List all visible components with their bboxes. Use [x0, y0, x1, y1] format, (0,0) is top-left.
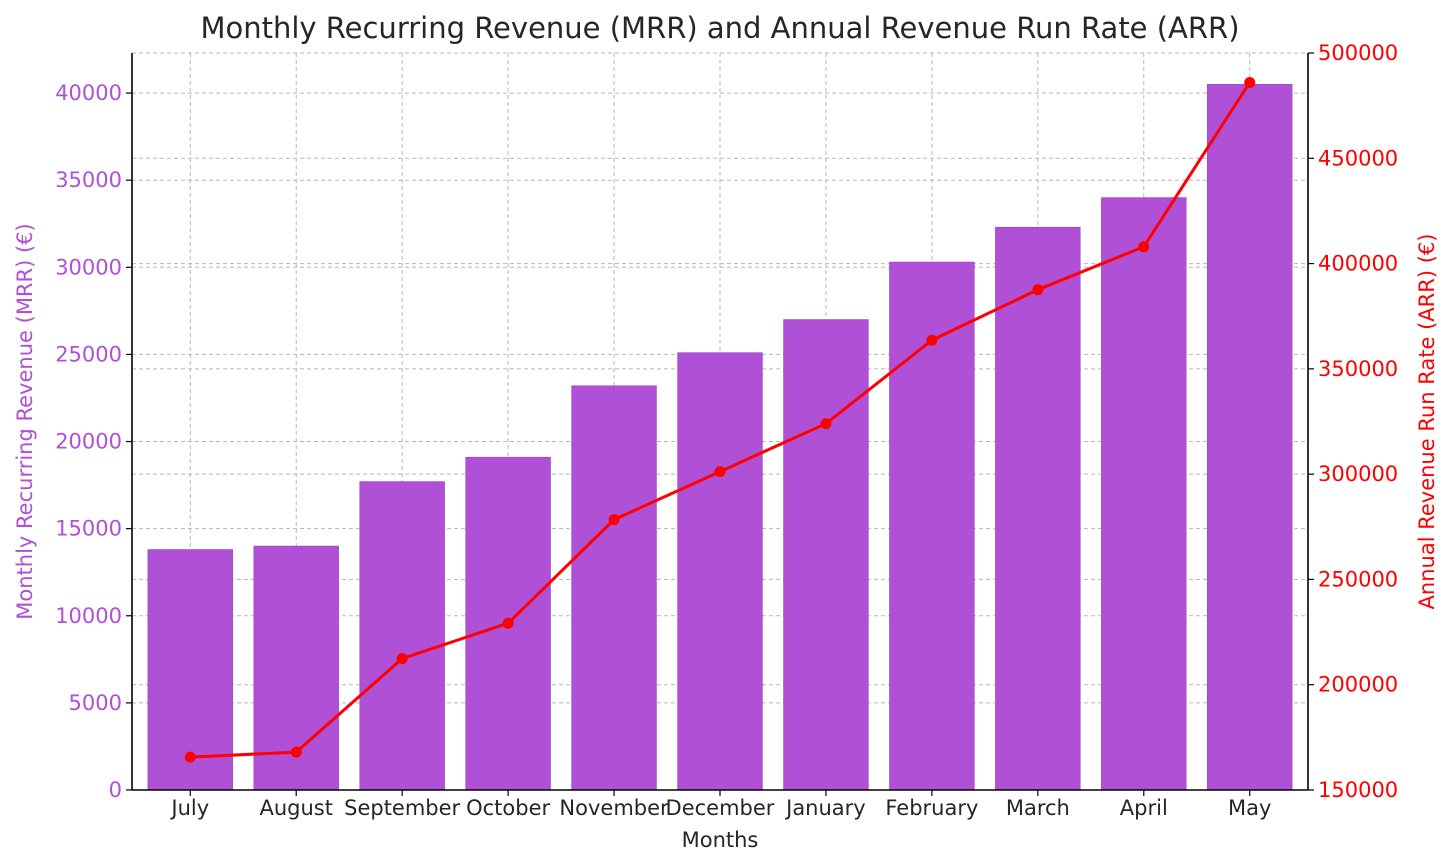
arr-point [184, 751, 196, 763]
mrr-bar [359, 481, 445, 791]
x-tick-label: December [666, 796, 775, 820]
chart-title: Monthly Recurring Revenue (MRR) and Annu… [200, 11, 1239, 45]
y-right-tick-label: 250000 [1318, 567, 1398, 591]
y-left-tick-label: 15000 [55, 517, 122, 541]
x-tick-label: November [559, 796, 669, 820]
y-right-tick-label: 200000 [1318, 673, 1398, 697]
y-left-axis-label: Monthly Recurring Revenue (MRR) (€) [13, 223, 37, 619]
arr-point [1032, 284, 1044, 296]
x-tick-label: July [169, 796, 209, 820]
bars-layer [147, 84, 1293, 791]
y-left-tick-label: 0 [109, 778, 122, 802]
x-tick-label: October [466, 796, 550, 820]
mrr-bar [147, 549, 233, 791]
y-left-tick-label: 40000 [55, 81, 122, 105]
y-right-tick-label: 350000 [1318, 357, 1398, 381]
y-right-tick-label: 300000 [1318, 462, 1398, 486]
mrr-bar [1101, 197, 1187, 791]
y-left-tick-label: 10000 [55, 604, 122, 628]
y-right-tick-label: 500000 [1318, 41, 1398, 65]
y-left-tick-label: 5000 [69, 691, 122, 715]
x-tick-label: August [259, 796, 333, 820]
arr-point [396, 653, 408, 665]
y-left-tick-label: 35000 [55, 168, 122, 192]
mrr-bar [571, 385, 657, 791]
x-tick-label: April [1120, 796, 1168, 820]
y-right-tick-label: 150000 [1318, 778, 1398, 802]
x-tick-label: September [344, 796, 460, 820]
arr-point [502, 617, 514, 629]
x-tick-label: January [784, 796, 866, 820]
arr-point [714, 466, 726, 478]
y-left-tick-label: 30000 [55, 255, 122, 279]
mrr-bar [1207, 84, 1293, 791]
y-right-tick-label: 400000 [1318, 252, 1398, 276]
arr-point [1138, 241, 1150, 253]
x-tick-label: March [1006, 796, 1070, 820]
arr-point [290, 746, 302, 758]
mrr-bar [783, 319, 869, 791]
ticks-layer: July August September October NovemberDecemb… [55, 41, 1398, 820]
x-axis-label: Months [682, 828, 759, 852]
arr-point [1244, 76, 1256, 88]
x-tick-label: February [885, 796, 978, 820]
mrr-bar [995, 226, 1081, 791]
mrr-bar [677, 352, 763, 791]
y-left-tick-label: 25000 [55, 342, 122, 366]
line-layer [184, 76, 1256, 763]
arr-point [820, 418, 832, 430]
arr-point [926, 334, 938, 346]
y-right-tick-label: 450000 [1318, 146, 1398, 170]
arr-point [608, 514, 620, 526]
x-tick-label: May [1228, 796, 1271, 820]
y-right-axis-label: Annual Revenue Run Rate (ARR) (€) [1415, 234, 1439, 610]
y-left-tick-label: 20000 [55, 430, 122, 454]
